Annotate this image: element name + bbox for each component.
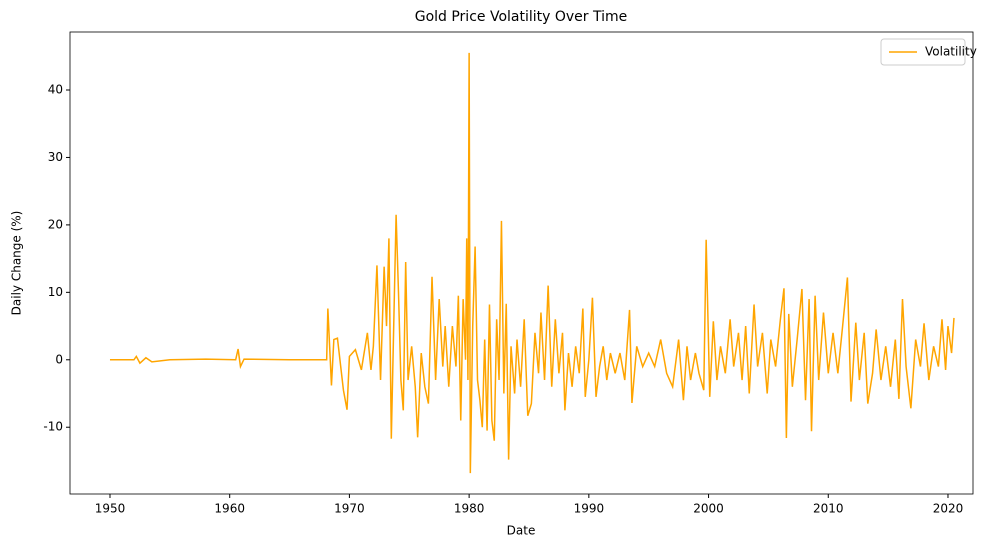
y-axis-label: Daily Change (%) (10, 211, 24, 316)
legend-label: Volatility (925, 45, 977, 59)
y-tick-label: 30 (48, 150, 63, 164)
line-series (109, 52, 955, 474)
legend-box (880, 38, 966, 66)
x-tick-label: 2020 (933, 502, 964, 516)
x-tick-label: 2010 (813, 502, 844, 516)
y-tick-label: 40 (48, 83, 63, 97)
y-tick-label: 10 (48, 285, 63, 299)
plot-frame (69, 31, 974, 495)
x-axis-label: Date (507, 524, 536, 538)
x-tick-label: 1960 (214, 502, 245, 516)
y-tick-label: -10 (43, 420, 63, 434)
x-tick-label: 2000 (693, 502, 724, 516)
chart-title: Gold Price Volatility Over Time (415, 9, 628, 25)
x-tick-label: 1980 (454, 502, 485, 516)
y-tick-label: 20 (48, 217, 63, 231)
x-tick-label: 1990 (574, 502, 605, 516)
y-tick-label: 0 (55, 352, 63, 366)
x-tick-label: 1950 (95, 502, 126, 516)
x-tick-label: 1970 (334, 502, 365, 516)
